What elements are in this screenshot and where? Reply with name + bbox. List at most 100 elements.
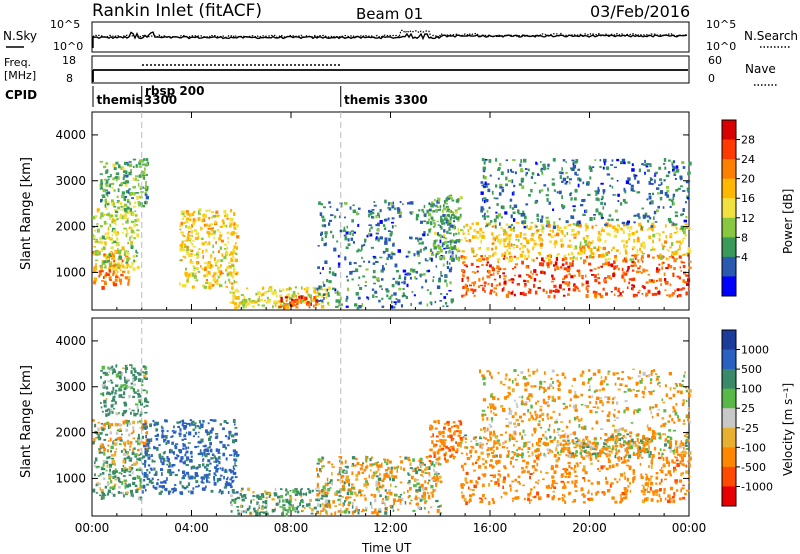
data-cell <box>402 467 406 471</box>
data-cell <box>418 262 421 265</box>
data-cell <box>387 217 390 221</box>
data-cell <box>109 425 111 429</box>
data-cell <box>144 451 148 455</box>
data-cell <box>429 424 433 427</box>
data-cell <box>117 478 121 483</box>
data-cell <box>537 482 539 485</box>
data-cell <box>212 244 214 248</box>
data-cell <box>135 219 138 222</box>
data-cell <box>505 293 509 298</box>
data-cell <box>132 177 135 181</box>
data-cell <box>93 438 96 442</box>
data-cell <box>640 225 643 230</box>
data-cell <box>355 505 358 509</box>
data-cell <box>533 242 537 246</box>
data-cell <box>94 266 97 269</box>
data-cell <box>205 429 208 433</box>
data-cell <box>418 237 423 241</box>
data-cell <box>135 440 138 443</box>
data-cell <box>532 471 535 474</box>
data-cell <box>101 262 106 265</box>
data-cell <box>417 254 420 257</box>
data-cell <box>527 290 530 294</box>
data-cell <box>320 203 323 206</box>
data-cell <box>495 211 498 214</box>
data-cell <box>96 228 100 233</box>
data-cell <box>115 241 118 244</box>
data-cell <box>647 254 650 258</box>
data-cell <box>174 443 179 445</box>
data-cell <box>348 501 352 505</box>
data-cell <box>119 215 121 219</box>
data-cell <box>548 233 551 236</box>
data-cell <box>123 410 127 414</box>
data-cell <box>448 227 451 231</box>
data-cell <box>514 478 517 482</box>
data-cell <box>212 275 215 278</box>
data-cell <box>246 508 250 511</box>
data-cell <box>137 201 141 204</box>
data-cell <box>677 464 680 467</box>
data-cell <box>162 451 166 455</box>
data-cell <box>435 253 439 256</box>
data-cell <box>257 298 260 303</box>
data-cell <box>571 159 575 162</box>
data-cell <box>676 275 680 278</box>
data-cell <box>476 270 479 273</box>
data-cell <box>168 465 171 468</box>
data-cell <box>307 293 309 297</box>
data-cell <box>440 442 443 446</box>
data-cell <box>381 479 385 483</box>
data-cell <box>562 497 565 500</box>
data-cell <box>665 174 670 178</box>
data-cell <box>431 478 435 481</box>
data-cell <box>105 179 109 184</box>
data-cell <box>122 205 125 210</box>
data-cell <box>176 454 178 457</box>
data-cell <box>273 300 277 304</box>
data-cell <box>124 170 128 174</box>
data-cell <box>627 232 631 237</box>
data-cell <box>376 277 380 281</box>
data-cell <box>184 473 187 477</box>
data-cell <box>564 281 568 285</box>
data-cell <box>688 481 691 484</box>
data-cell <box>436 480 440 483</box>
data-cell <box>118 471 121 474</box>
data-cell <box>582 213 586 216</box>
freq-frame <box>91 55 690 84</box>
data-cell <box>123 402 128 407</box>
data-cell <box>396 207 400 211</box>
data-cell <box>106 421 109 425</box>
data-cell <box>100 214 104 218</box>
data-cell <box>679 288 682 291</box>
data-cell <box>304 493 307 496</box>
data-cell <box>486 261 489 264</box>
data-cell <box>671 251 674 255</box>
data-cell <box>550 236 554 238</box>
data-cell <box>479 227 483 232</box>
data-cell <box>103 452 106 456</box>
data-cell <box>419 461 423 464</box>
data-cell <box>599 232 602 236</box>
data-cell <box>530 176 534 179</box>
data-cell <box>662 245 666 248</box>
data-cell <box>164 420 166 423</box>
data-cell <box>536 162 539 166</box>
data-cell <box>466 456 471 460</box>
data-cell <box>330 463 334 466</box>
data-cell <box>385 472 388 475</box>
data-cell <box>217 266 221 269</box>
data-cell <box>137 179 140 182</box>
data-cell <box>528 194 531 197</box>
data-cell <box>136 218 140 222</box>
data-cell <box>452 246 456 250</box>
data-cell <box>615 434 619 438</box>
data-cell <box>135 249 138 253</box>
data-cell <box>117 428 121 432</box>
data-cell <box>352 209 357 213</box>
data-cell <box>685 464 688 468</box>
data-cell <box>426 270 429 273</box>
data-cell <box>213 455 216 458</box>
data-cell <box>152 460 156 463</box>
